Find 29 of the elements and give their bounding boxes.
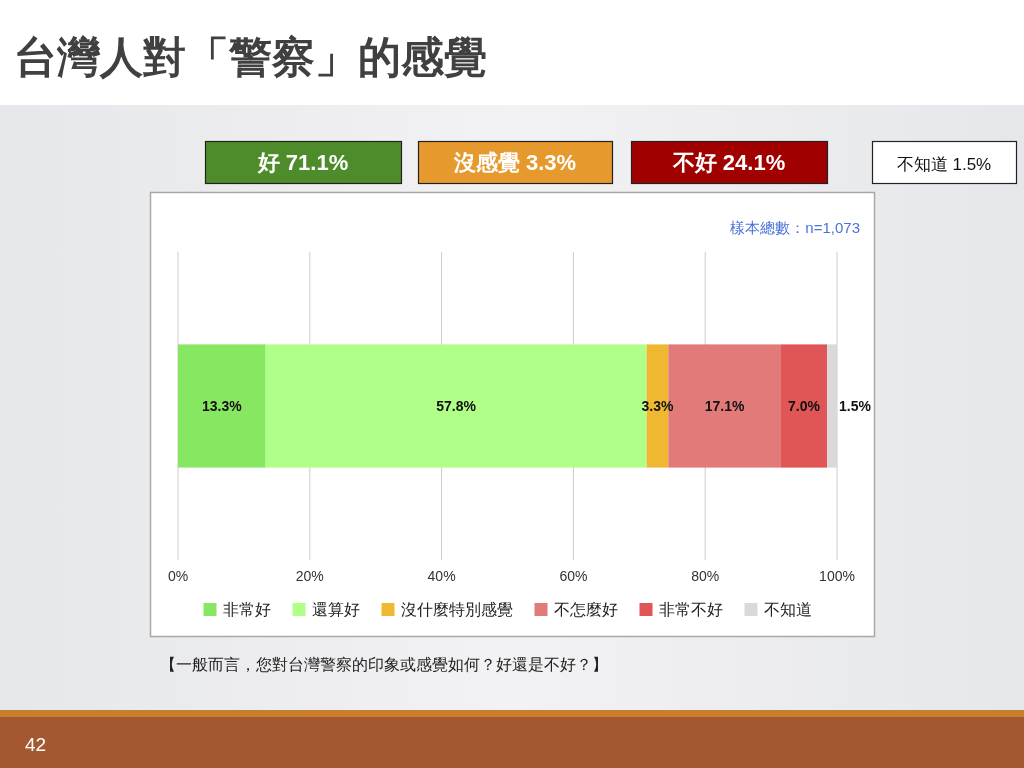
x-tick-label: 40% (427, 568, 456, 584)
bar (178, 344, 266, 468)
chart-title: 台灣人對「警察」的感覺 (14, 33, 487, 81)
data-label: 57.8% (436, 398, 477, 414)
data-label: 17.1% (704, 398, 746, 414)
data-label: 3.3% (641, 398, 674, 414)
text: 不知道 1.5% (896, 155, 992, 174)
legend-label: 非常不好 (658, 601, 723, 618)
legend-label: 不知道 (763, 601, 812, 618)
text: 【一般而言，您對台灣警察的印象或感覺如何？好還是不好？】 (160, 656, 608, 673)
legend-label: 不怎麼好 (553, 601, 618, 618)
bar (827, 344, 837, 468)
legend-label: 沒什麼特別感覺 (400, 601, 513, 618)
legend-label: 非常好 (222, 601, 271, 618)
data-label: 1.5% (839, 398, 872, 414)
bar (780, 344, 828, 468)
text: 好 71.1% (256, 150, 349, 175)
text: 沒感覺 3.3% (452, 150, 577, 175)
x-tick-label: 100% (819, 568, 855, 584)
x-tick-label: 20% (295, 568, 324, 584)
data-label: 13.3% (201, 398, 243, 414)
text: 不好 24.1% (671, 150, 786, 175)
x-tick-label: 60% (559, 568, 588, 584)
legend-label: 還算好 (311, 601, 360, 618)
text: 樣本總數：n=1,073 (730, 219, 860, 236)
x-tick-label: 0% (167, 568, 189, 584)
text: 42 (25, 734, 47, 755)
data-label: 7.0% (788, 398, 821, 414)
x-tick-label: 80% (691, 568, 720, 584)
